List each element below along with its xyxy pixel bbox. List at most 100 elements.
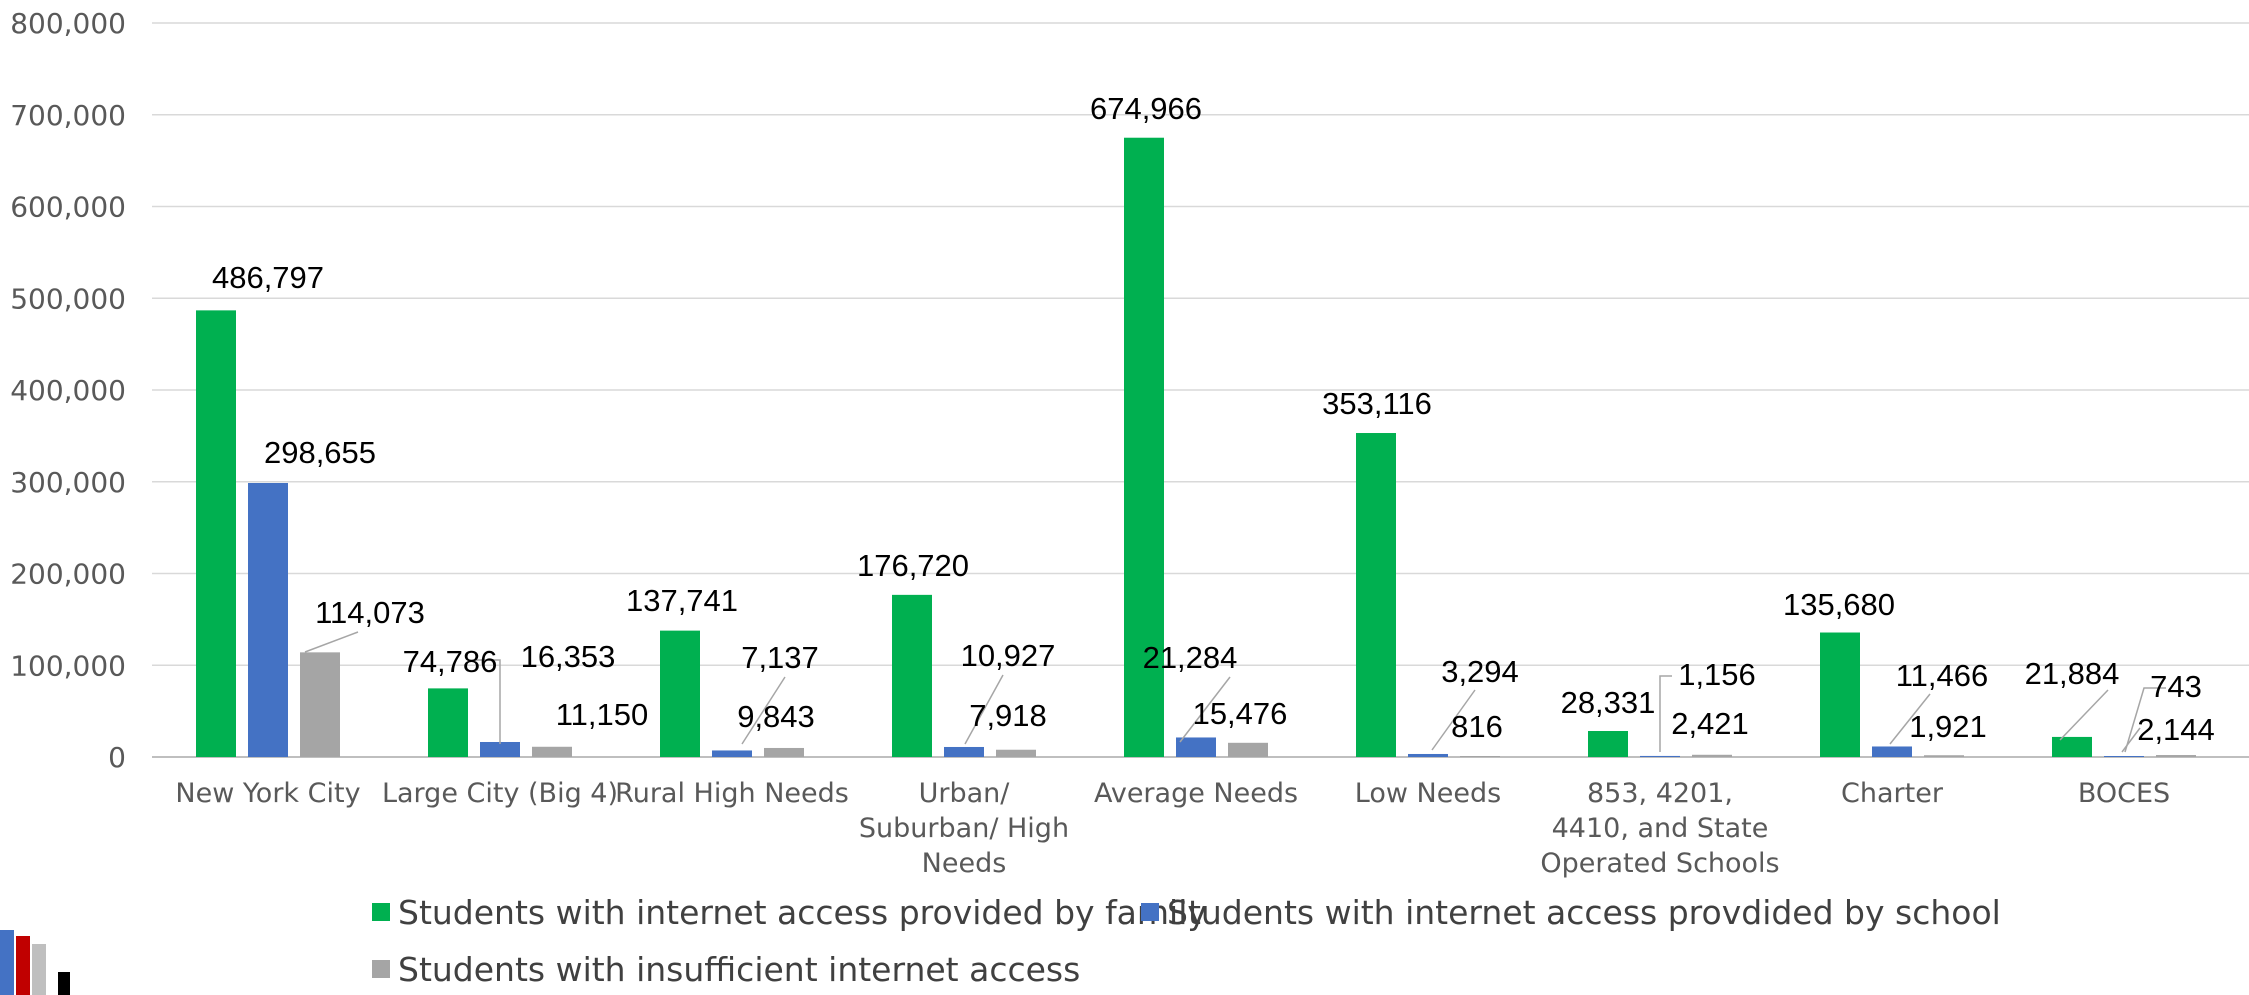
leader-line (1659, 675, 1672, 752)
bar (1924, 755, 1964, 757)
leader-line (1431, 689, 1476, 751)
data-label: 298,655 (264, 435, 376, 470)
bars (196, 137, 2196, 757)
data-label: 743 (2150, 669, 2202, 704)
leader-line (468, 659, 501, 744)
bar (1640, 755, 1680, 757)
bar (1820, 632, 1860, 757)
bar (480, 741, 520, 757)
x-tick-label: Average Needs (1094, 778, 1298, 809)
bar (1228, 742, 1268, 757)
bar (1460, 756, 1500, 757)
logo-fragment (0, 930, 70, 995)
y-tick-label: 100,000 (10, 649, 126, 682)
data-label: 16,353 (521, 639, 616, 674)
bar (1176, 737, 1216, 757)
bar (764, 747, 804, 757)
y-tick-label: 500,000 (10, 282, 126, 315)
data-label: 486,797 (212, 260, 324, 295)
bar (1588, 731, 1628, 757)
x-tick-label: Suburban/ High (859, 813, 1069, 844)
y-tick-label: 300,000 (10, 466, 126, 499)
y-tick-label: 0 (108, 741, 126, 774)
leader-line (2124, 687, 2166, 753)
y-tick-label: 600,000 (10, 191, 126, 224)
bar (1408, 753, 1448, 757)
bar (892, 594, 932, 757)
y-tick-label: 800,000 (10, 7, 126, 40)
legend-swatch (1141, 903, 1159, 921)
data-label: 674,966 (1090, 91, 1202, 126)
legend-swatch (372, 903, 390, 921)
bar (660, 630, 700, 757)
data-label: 353,116 (1322, 386, 1432, 421)
bar (1356, 433, 1396, 757)
y-tick-label: 400,000 (10, 374, 126, 407)
data-label: 28,331 (1561, 685, 1656, 720)
bar (428, 688, 468, 757)
leader-line (2059, 689, 2109, 741)
x-tick-label: Rural High Needs (615, 778, 849, 809)
leader-line (2121, 727, 2141, 753)
logo-bar-red (16, 936, 30, 995)
legend-label: Students with insufficient internet acce… (398, 950, 1080, 989)
bar (944, 746, 984, 757)
data-label: 114,073 (315, 595, 425, 630)
bar (248, 482, 288, 757)
label-leader-lines (304, 631, 2166, 753)
bar (1124, 137, 1164, 757)
data-label: 1,921 (1909, 709, 1987, 744)
data-label: 3,294 (1441, 654, 1519, 689)
x-tick-label: 4410, and State (1552, 813, 1769, 844)
legend-label: Students with internet access provdided … (1167, 893, 2001, 932)
data-label: 137,741 (626, 583, 738, 618)
bar (1692, 754, 1732, 757)
x-tick-label: BOCES (2078, 778, 2170, 809)
x-tick-label: Large City (Big 4) (382, 778, 618, 809)
data-labels: 486,797 74,786 137,741 176,720 674,966 353,11… (212, 91, 2215, 747)
data-label: 11,466 (1896, 658, 1989, 693)
data-label: 2,421 (1671, 706, 1749, 741)
leader-line (1889, 693, 1931, 745)
legend: Students with internet access provided b… (372, 893, 2001, 989)
data-label: 2,144 (2137, 712, 2215, 747)
bar (2104, 756, 2144, 757)
logo-bar-blue (0, 930, 14, 995)
bar (196, 310, 236, 757)
x-tick-label: Low Needs (1355, 778, 1501, 809)
bar (2052, 736, 2092, 757)
legend-swatch (372, 960, 390, 978)
x-tick-label: Charter (1841, 778, 1944, 809)
x-tick-label: Operated Schools (1540, 848, 1779, 879)
logo-mark (58, 972, 70, 995)
data-label: 74,786 (403, 644, 498, 679)
leader-line (741, 676, 786, 745)
bar (532, 746, 572, 757)
y-tick-label: 200,000 (10, 558, 126, 591)
legend-label: Students with internet access provided b… (398, 893, 1207, 932)
data-label: 21,884 (2025, 656, 2120, 691)
data-label: 10,927 (961, 638, 1056, 673)
bar (300, 652, 340, 757)
x-tick-label: New York City (175, 778, 360, 809)
y-tick-label: 700,000 (10, 99, 126, 132)
data-label: 21,284 (1143, 640, 1238, 675)
data-label: 7,918 (969, 698, 1047, 733)
bar (2156, 755, 2196, 757)
y-axis-ticks: 0 100,000 200,000 300,000 400,000 500,000 600,… (10, 7, 126, 774)
leader-line (964, 674, 1004, 745)
bar (1872, 746, 1912, 757)
x-axis-ticks: New York City Large City (Big 4)Rural Hig… (175, 778, 2170, 879)
bar (996, 749, 1036, 757)
x-tick-label: 853, 4201, (1587, 778, 1733, 809)
x-tick-label: Urban/ (919, 778, 1011, 809)
x-tick-label: Needs (922, 848, 1007, 879)
data-label: 1,156 (1678, 657, 1756, 692)
data-label: 11,150 (556, 697, 649, 732)
data-label: 176,720 (857, 548, 969, 583)
leader-line (304, 631, 359, 653)
data-label: 9,843 (737, 699, 815, 734)
logo-bar-gray (32, 944, 46, 995)
data-label: 15,476 (1193, 696, 1288, 731)
